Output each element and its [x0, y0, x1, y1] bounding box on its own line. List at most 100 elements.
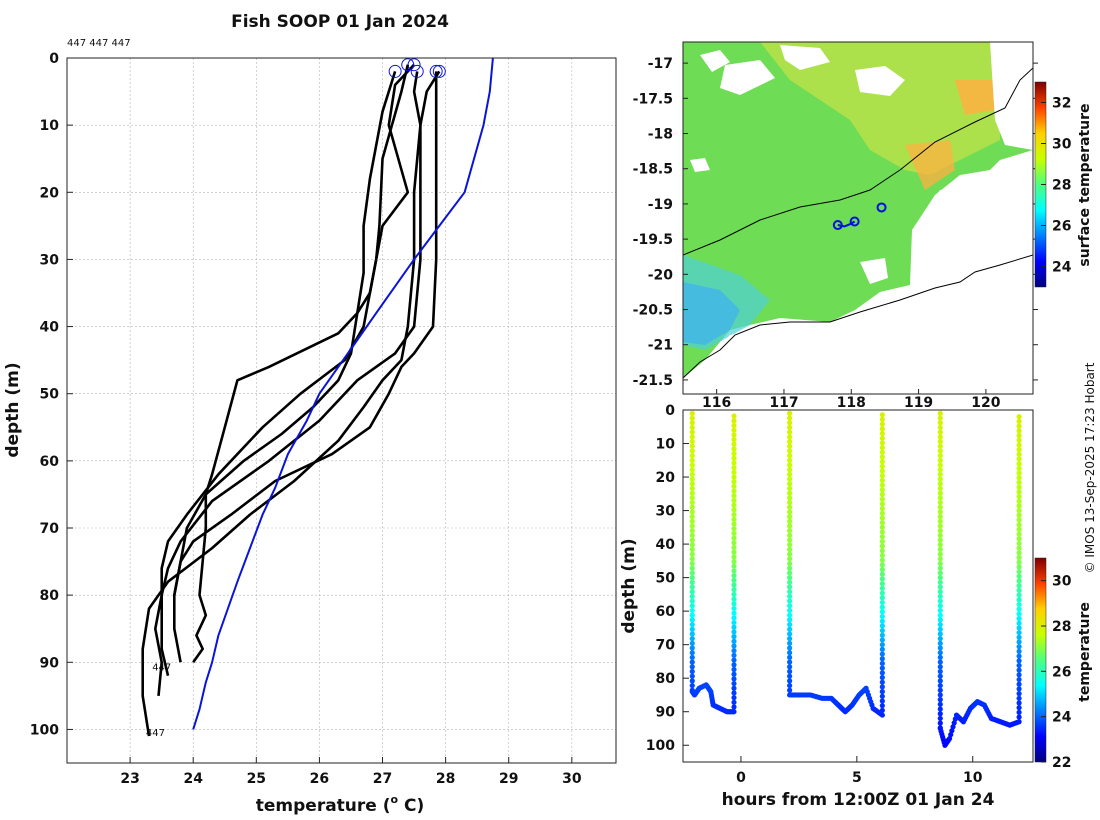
cast-ascent-point	[1016, 503, 1022, 509]
cast-descent-point	[787, 462, 793, 468]
cast-ascent-point	[879, 520, 885, 526]
cast-ascent-point	[1016, 592, 1022, 598]
cast-ascent-point	[1016, 700, 1022, 706]
cast-ascent-point	[1016, 620, 1022, 626]
profile-line	[192, 63, 416, 664]
cast-ascent-point	[731, 619, 737, 626]
cast-ascent-point	[731, 610, 737, 616]
profile-start-marker	[407, 58, 421, 72]
cast-ascent-point	[1016, 686, 1022, 692]
cast-ascent-point	[879, 632, 885, 638]
cast-descent-point	[689, 593, 695, 599]
cast-ascent-point	[731, 558, 737, 565]
cast-descent-point	[787, 438, 793, 445]
cast-ascent-point	[731, 601, 737, 607]
cast-descent-point	[787, 542, 793, 548]
cast-ascent-point	[1016, 648, 1022, 654]
cast-ascent-point	[731, 638, 737, 644]
cast-descent-point	[787, 537, 793, 543]
cast-descent-point	[689, 570, 695, 576]
map-y-tick-label: -21.5	[633, 373, 673, 389]
temperature-colorbar-tick-label: 22	[1052, 755, 1071, 771]
cast-descent-point	[787, 640, 793, 646]
cast-ascent-point	[731, 582, 737, 588]
profile-point-label: 447	[146, 728, 165, 739]
cast-descent-point	[937, 575, 943, 581]
cast-descent-point	[689, 514, 695, 520]
cast-ascent-point	[731, 502, 737, 508]
cast-ascent-point	[1016, 475, 1022, 481]
cast-descent-point	[937, 504, 943, 510]
cast-descent-point	[937, 471, 943, 477]
station-marker	[832, 220, 843, 231]
cast-ascent-point	[731, 436, 737, 443]
time-x-tick-label: 10	[963, 770, 983, 786]
cast-ascent-point	[879, 562, 885, 568]
cast-ascent-point	[731, 652, 737, 658]
cast-descent-point	[937, 410, 943, 416]
cast-descent-point	[787, 434, 793, 440]
cast-descent-point	[937, 706, 943, 712]
cast-ascent-point	[879, 454, 885, 460]
cast-descent-point	[937, 570, 943, 576]
cast-ascent-point	[1016, 550, 1022, 556]
cast-ascent-point	[1016, 554, 1022, 561]
cast-descent-point	[689, 636, 695, 642]
cast-descent-point	[689, 668, 695, 675]
sst-colorbar-tick-label: 26	[1052, 219, 1071, 235]
map-x-tick-label: 118	[837, 395, 866, 411]
cast-ascent-point	[731, 535, 737, 541]
cast-descent-point	[689, 518, 695, 524]
y-tick-label: 10	[40, 118, 60, 134]
cast-descent-point	[937, 490, 943, 496]
cast-descent-point	[787, 575, 793, 581]
cast-descent-point	[689, 546, 695, 553]
cast-ascent-point	[1016, 484, 1022, 490]
cast-descent-point	[937, 668, 943, 675]
cast-ascent-point	[879, 463, 885, 469]
cast-ascent-point	[879, 440, 885, 446]
cast-descent-point	[937, 697, 943, 703]
cast-ascent-point	[731, 446, 737, 452]
cast-ascent-point	[879, 679, 885, 685]
cast-ascent-point	[1016, 531, 1022, 537]
cast-ascent-point	[731, 563, 737, 569]
cast-ascent-point	[1016, 578, 1022, 584]
cast-ascent-point	[879, 496, 885, 502]
cast-descent-point	[689, 410, 695, 416]
cast-descent-point	[937, 720, 943, 726]
cast-descent-point	[937, 617, 943, 623]
cast-descent-point	[787, 504, 793, 510]
cast-descent-point	[689, 452, 695, 459]
cast-descent-point	[937, 659, 943, 665]
cast-descent-point	[689, 420, 695, 426]
cast-descent-point	[787, 467, 793, 473]
cast-ascent-point	[1016, 442, 1022, 448]
coastline-shelf	[683, 67, 1033, 256]
cast-ascent-point	[1016, 672, 1022, 678]
cast-descent-point	[787, 607, 793, 614]
cast-descent-point	[787, 523, 793, 529]
time-y-tick-label: 40	[656, 537, 676, 553]
cast-descent-point	[937, 518, 943, 524]
cast-ascent-point	[1016, 653, 1022, 659]
cast-ascent-point	[731, 587, 737, 593]
cast-descent-point	[937, 546, 943, 553]
cast-descent-point	[937, 607, 943, 614]
cast-ascent-point	[879, 684, 885, 690]
cast-descent-point	[689, 542, 695, 548]
cast-descent-point	[937, 612, 943, 618]
cast-descent-point	[787, 452, 793, 459]
cast-ascent-point	[731, 709, 737, 715]
cast-ascent-point	[731, 544, 737, 551]
cast-ascent-point	[879, 581, 885, 587]
cast-ascent-point	[731, 676, 737, 682]
station-marker	[876, 202, 887, 213]
imos-credit: © IMOS 13-Sep-2025 17:23 Hobart	[1083, 362, 1097, 573]
profile-line	[173, 71, 397, 596]
cast-ascent-point	[1016, 667, 1022, 673]
map-frame	[682, 41, 1034, 395]
cast-descent-point	[787, 420, 793, 426]
time-y-tick-label: 50	[656, 571, 676, 587]
profile-start-marker	[401, 58, 415, 72]
